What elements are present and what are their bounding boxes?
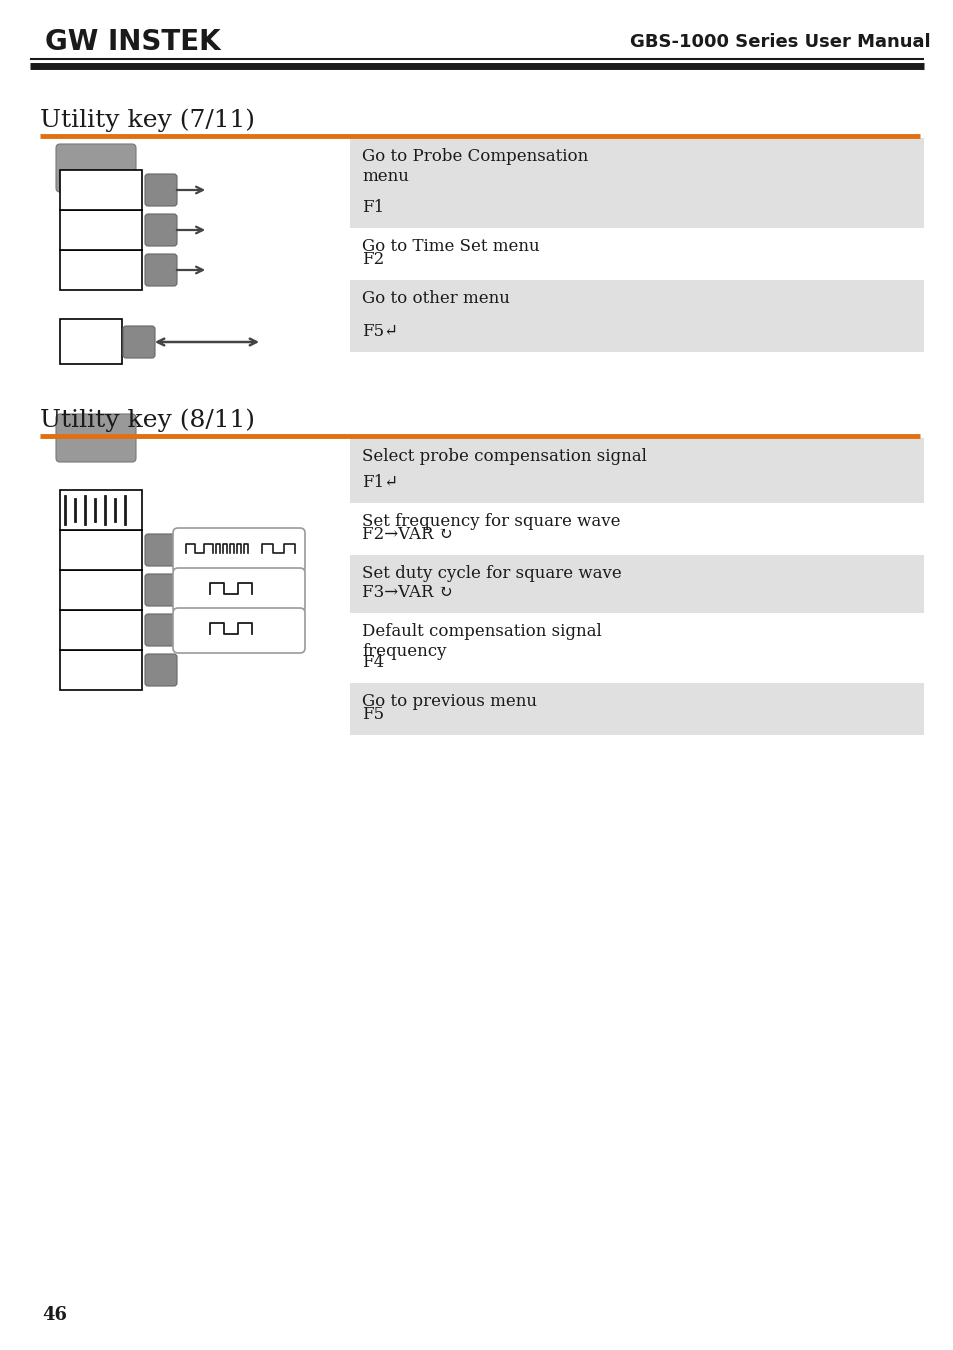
- FancyBboxPatch shape: [145, 614, 177, 647]
- Text: Set frequency for square wave: Set frequency for square wave: [361, 513, 619, 531]
- Text: menu: menu: [361, 167, 409, 185]
- Text: Set duty cycle for square wave: Set duty cycle for square wave: [361, 566, 621, 582]
- Text: F1: F1: [361, 198, 384, 216]
- Text: F4: F4: [361, 653, 384, 671]
- Text: Go to Probe Compensation: Go to Probe Compensation: [361, 148, 588, 165]
- Text: Go to Time Set menu: Go to Time Set menu: [361, 238, 539, 255]
- Text: F5: F5: [361, 706, 384, 724]
- FancyBboxPatch shape: [172, 568, 305, 613]
- Bar: [60, 319, 122, 364]
- FancyBboxPatch shape: [172, 608, 305, 653]
- Bar: [350, 683, 923, 734]
- Text: Go to other menu: Go to other menu: [361, 290, 509, 306]
- Text: F5↵: F5↵: [361, 323, 397, 340]
- Bar: [60, 211, 142, 250]
- FancyBboxPatch shape: [172, 528, 305, 572]
- Text: F2→VAR ↻: F2→VAR ↻: [361, 526, 452, 543]
- Text: Select probe compensation signal: Select probe compensation signal: [361, 448, 646, 464]
- Bar: [60, 490, 142, 531]
- Bar: [350, 555, 923, 613]
- FancyBboxPatch shape: [145, 535, 177, 566]
- FancyBboxPatch shape: [123, 325, 154, 358]
- Text: F1↵: F1↵: [361, 474, 397, 491]
- Text: frequency: frequency: [361, 643, 446, 660]
- Bar: [60, 649, 142, 690]
- Bar: [350, 279, 923, 352]
- FancyBboxPatch shape: [56, 144, 136, 192]
- Text: F3→VAR ↻: F3→VAR ↻: [361, 585, 452, 601]
- FancyBboxPatch shape: [145, 215, 177, 246]
- Bar: [60, 531, 142, 570]
- Bar: [60, 610, 142, 649]
- Text: Utility key (8/11): Utility key (8/11): [40, 408, 254, 432]
- Text: GBS-1000 Series User Manual: GBS-1000 Series User Manual: [629, 32, 929, 51]
- FancyBboxPatch shape: [145, 574, 177, 606]
- Bar: [350, 437, 923, 504]
- Text: 46: 46: [42, 1305, 67, 1324]
- Text: F2: F2: [361, 251, 384, 269]
- Bar: [60, 250, 142, 290]
- Text: Utility key (7/11): Utility key (7/11): [40, 108, 254, 132]
- Text: Go to previous menu: Go to previous menu: [361, 693, 537, 710]
- Bar: [60, 570, 142, 610]
- FancyBboxPatch shape: [145, 174, 177, 207]
- Bar: [60, 170, 142, 211]
- FancyBboxPatch shape: [56, 414, 136, 462]
- Text: Default compensation signal: Default compensation signal: [361, 622, 601, 640]
- FancyBboxPatch shape: [145, 254, 177, 286]
- Bar: [350, 138, 923, 228]
- FancyBboxPatch shape: [145, 653, 177, 686]
- Text: GW INSTEK: GW INSTEK: [45, 28, 220, 55]
